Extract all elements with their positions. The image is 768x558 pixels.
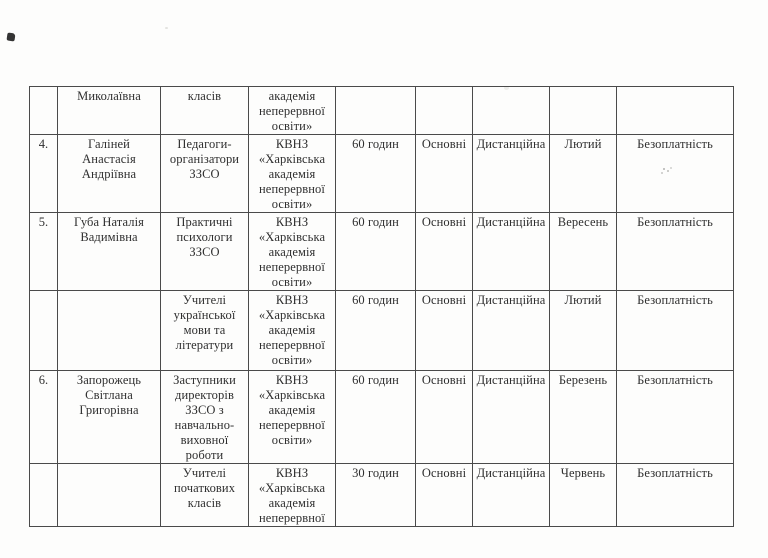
cell-institution: КВНЗ «Харківська академія неперервної ос… (248, 290, 336, 371)
cell-hours: 30 годин (335, 463, 416, 527)
cell-institution: КВНЗ «Харківська академія неперервної ос… (248, 134, 336, 213)
table-row-6: 6. Запорожець Світлана Григорівна Заступ… (29, 370, 734, 464)
table-row-4: 4. Галіней Анастасія Андріївна Педагоги-… (29, 134, 734, 213)
cell-form: Дистанційна (472, 290, 550, 371)
cell-full-name: Губа Наталія Вадимівна (57, 212, 161, 291)
training-plan-table: Миколаївна класів академія неперервної о… (29, 86, 734, 527)
scan-artifact-corner-mark (6, 32, 16, 42)
scan-artifact-ink-smudge (663, 168, 665, 170)
cell-payment: Безоплатність (616, 463, 734, 527)
cell-category: Основні (415, 463, 473, 527)
cell-month: Лютий (549, 134, 617, 213)
cell-hours (335, 86, 416, 135)
cell-hours: 60 годин (335, 370, 416, 464)
cell-institution: академія неперервної освіти» (248, 86, 336, 135)
cell-hours: 60 годин (335, 290, 416, 371)
table-row-partial-top: Миколаївна класів академія неперервної о… (29, 86, 734, 135)
cell-month: Вересень (549, 212, 617, 291)
cell-institution: КВНЗ «Харківська академія неперервної ос… (248, 370, 336, 464)
cell-full-name (57, 463, 161, 527)
cell-category: Основні (415, 134, 473, 213)
cell-category: Основні (415, 212, 473, 291)
cell-position: Заступники директорів ЗЗСО з навчально- … (160, 370, 249, 464)
cell-row-number: 5. (29, 212, 58, 291)
cell-position: Учителі української мови та літератури (160, 290, 249, 371)
cell-payment: Безоплатність (616, 212, 734, 291)
cell-category (415, 86, 473, 135)
cell-form: Дистанційна (472, 463, 550, 527)
cell-row-number (29, 463, 58, 527)
cell-full-name: Галіней Анастасія Андріївна (57, 134, 161, 213)
cell-form: Дистанційна (472, 212, 550, 291)
cell-position: Педагоги- організатори ЗЗСО (160, 134, 249, 213)
table-row-5: 5. Губа Наталія Вадимівна Практичні псих… (29, 212, 734, 291)
cell-row-number (29, 86, 58, 135)
cell-full-name (57, 290, 161, 371)
cell-category: Основні (415, 370, 473, 464)
cell-row-number: 6. (29, 370, 58, 464)
cell-month (549, 86, 617, 135)
cell-institution: КВНЗ «Харківська академія неперервної ос… (248, 212, 336, 291)
cell-month: Березень (549, 370, 617, 464)
cell-form (472, 86, 550, 135)
cell-position: Учителі початкових класів (160, 463, 249, 527)
cell-payment: Безоплатність (616, 290, 734, 371)
cell-institution: КВНЗ «Харківська академія неперервної (248, 463, 336, 527)
cell-row-number (29, 290, 58, 371)
cell-row-number: 4. (29, 134, 58, 213)
cell-payment: Безоплатність (616, 370, 734, 464)
cell-category: Основні (415, 290, 473, 371)
cell-hours: 60 годин (335, 134, 416, 213)
cell-full-name: Запорожець Світлана Григорівна (57, 370, 161, 464)
cell-full-name: Миколаївна (57, 86, 161, 135)
scan-artifact-faint-smudge (165, 27, 168, 29)
cell-payment (616, 86, 734, 135)
cell-form: Дистанційна (472, 134, 550, 213)
table-row-5-continuation: Учителі української мови та літератури К… (29, 290, 734, 371)
cell-position: Практичні психологи ЗЗСО (160, 212, 249, 291)
cell-month: Лютий (549, 290, 617, 371)
cell-position: класів (160, 86, 249, 135)
cell-month: Червень (549, 463, 617, 527)
cell-form: Дистанційна (472, 370, 550, 464)
cell-hours: 60 годин (335, 212, 416, 291)
table-row-6-continuation: Учителі початкових класів КВНЗ «Харківсь… (29, 463, 734, 527)
cell-payment: Безоплатність (616, 134, 734, 213)
